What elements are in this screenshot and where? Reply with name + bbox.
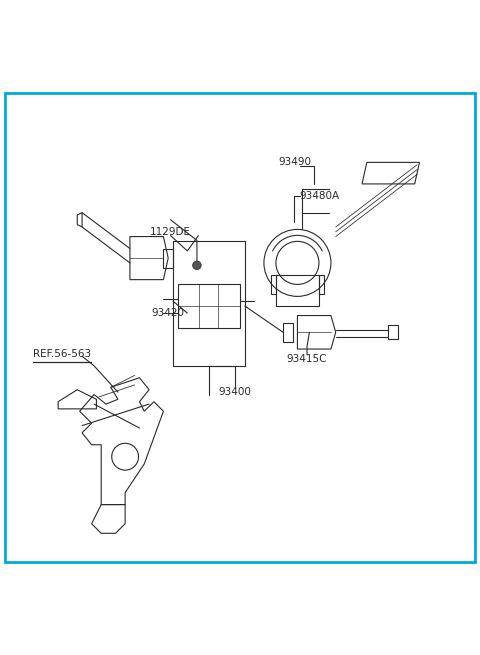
Text: 93415C: 93415C bbox=[287, 354, 327, 364]
Text: 93490: 93490 bbox=[278, 157, 312, 168]
Text: REF.56-563: REF.56-563 bbox=[33, 349, 91, 359]
Text: 1129DE: 1129DE bbox=[150, 227, 191, 236]
Text: 93400: 93400 bbox=[219, 387, 252, 397]
Text: 93480A: 93480A bbox=[300, 191, 340, 201]
Circle shape bbox=[192, 261, 201, 270]
Text: 93420: 93420 bbox=[152, 308, 185, 318]
